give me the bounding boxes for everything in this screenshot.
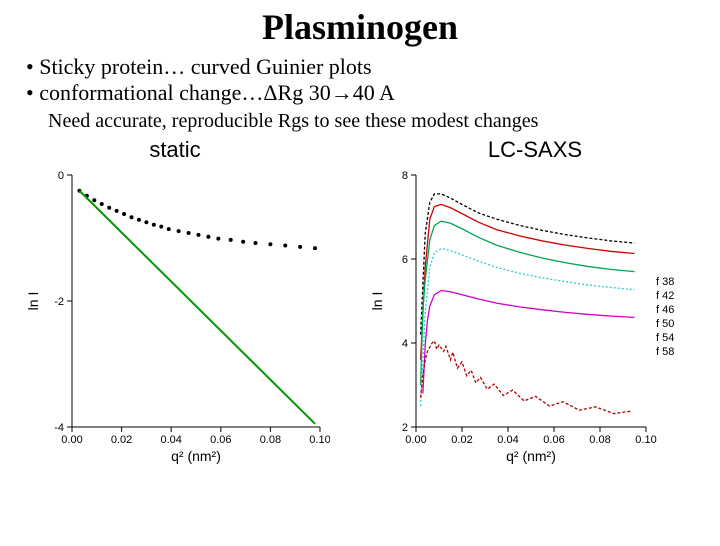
svg-text:f 54: f 54 (656, 332, 674, 344)
chart-title-lcsaxs: LC-SAXS (370, 137, 700, 163)
svg-text:ln I: ln I (25, 292, 41, 311)
svg-text:f 50: f 50 (656, 318, 674, 330)
svg-text:f 42: f 42 (656, 290, 674, 302)
svg-text:ln I: ln I (370, 292, 385, 311)
bullet-list: Sticky protein… curved Guinier plots con… (26, 54, 720, 106)
svg-text:-2: -2 (54, 296, 64, 308)
svg-text:0.08: 0.08 (589, 434, 610, 446)
svg-text:0.04: 0.04 (160, 434, 181, 446)
svg-text:0.10: 0.10 (309, 434, 330, 446)
svg-text:0.06: 0.06 (543, 434, 564, 446)
svg-text:0: 0 (58, 170, 64, 182)
left-chart: static 0.00 0.02 0.04 0.06 0.08 0.10 -4 -2 0 q² (… (20, 137, 330, 475)
svg-text:0.10: 0.10 (635, 434, 656, 446)
svg-text:0.00: 0.00 (405, 434, 426, 446)
svg-text:q² (nm²): q² (nm²) (171, 448, 221, 464)
note-text: Need accurate, reproducible Rgs to see t… (48, 110, 720, 133)
svg-text:4: 4 (402, 338, 408, 350)
bullet-item: conformational change…ΔRg 30→40 A (26, 80, 720, 106)
bullet-item: Sticky protein… curved Guinier plots (26, 54, 720, 80)
svg-text:f 38: f 38 (656, 276, 674, 288)
page-title: Plasminogen (0, 6, 720, 48)
right-chart: LC-SAXS 0.00 0.02 0.04 0.06 0.08 0.10 2 4 6 8 q² (… (370, 137, 700, 475)
svg-text:0.04: 0.04 (497, 434, 518, 446)
svg-text:0.08: 0.08 (260, 434, 281, 446)
svg-text:q² (nm²): q² (nm²) (506, 448, 556, 464)
svg-text:f 46: f 46 (656, 304, 674, 316)
svg-text:0.06: 0.06 (210, 434, 231, 446)
chart-row: static 0.00 0.02 0.04 0.06 0.08 0.10 -4 -2 0 q² (… (0, 137, 720, 475)
svg-text:8: 8 (402, 170, 408, 182)
svg-text:0.00: 0.00 (61, 434, 82, 446)
chart-title-static: static (20, 137, 330, 163)
static-plot: 0.00 0.02 0.04 0.06 0.08 0.10 -4 -2 0 q² (nm²) ln … (20, 165, 330, 475)
svg-text:0.02: 0.02 (451, 434, 472, 446)
lcsaxs-plot: 0.00 0.02 0.04 0.06 0.08 0.10 2 4 6 8 q² (nm²) ln I… (370, 165, 700, 475)
svg-text:0.02: 0.02 (111, 434, 132, 446)
svg-text:2: 2 (402, 422, 408, 434)
svg-text:-4: -4 (54, 422, 64, 434)
svg-text:6: 6 (402, 254, 408, 266)
svg-text:f 58: f 58 (656, 346, 674, 358)
